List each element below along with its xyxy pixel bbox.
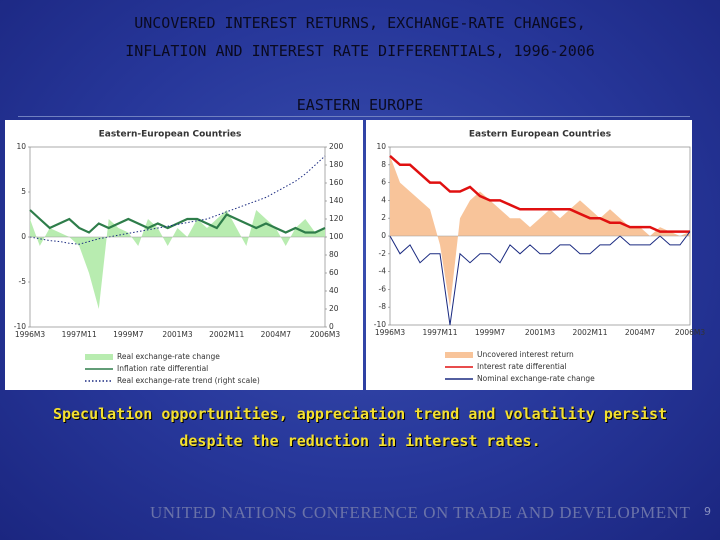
area-series xyxy=(30,210,325,309)
chart-panel xyxy=(5,120,363,390)
x-tick-label: 2006M3 xyxy=(310,330,341,339)
x-tick-label: 1997M11 xyxy=(62,330,97,339)
chart-panel xyxy=(366,120,692,390)
area-series xyxy=(390,155,690,308)
line-series xyxy=(29,155,326,245)
slide-subtitle: EASTERN EUROPE xyxy=(296,96,424,114)
legend-swatch xyxy=(85,354,113,360)
x-tick-label: 2004M7 xyxy=(625,328,656,337)
y2-tick-label: 0 xyxy=(329,322,334,331)
y-tick-label: -10 xyxy=(14,322,26,331)
caption: despite the reduction in interest rates. xyxy=(179,432,541,450)
y2-tick-label: 100 xyxy=(329,232,344,241)
y-tick-label: 10 xyxy=(16,142,26,151)
x-tick-label: 1996M3 xyxy=(375,328,406,337)
rule xyxy=(18,116,690,117)
y-tick-label: 0 xyxy=(381,231,386,240)
x-tick-label: 1999M7 xyxy=(113,330,144,339)
legend-label: Inflation rate differential xyxy=(117,364,208,373)
x-tick-label: 2002M11 xyxy=(572,328,607,337)
y2-tick-label: 80 xyxy=(329,250,339,259)
y-tick-label: -8 xyxy=(379,302,387,311)
legend-label: Real exchange-rate trend (right scale) xyxy=(117,376,260,385)
x-tick-label: 2001M3 xyxy=(162,330,193,339)
x-tick-label: 2006M3 xyxy=(675,328,706,337)
y2-tick-label: 140 xyxy=(329,196,344,205)
line-series xyxy=(389,154,690,233)
y-tick-label: 10 xyxy=(376,142,386,151)
y-tick-label: -2 xyxy=(379,249,387,258)
x-tick-label: 2004M7 xyxy=(261,330,292,339)
y2-tick-label: 60 xyxy=(329,268,339,277)
y-tick-label: -10 xyxy=(374,320,386,329)
y-tick-label: 0 xyxy=(21,232,26,241)
slide-title: UNCOVERED INTEREST RETURNS, EXCHANGE-RAT… xyxy=(134,14,586,32)
y2-tick-label: 120 xyxy=(329,214,344,223)
legend-label: Interest rate differential xyxy=(477,362,567,371)
line-series xyxy=(29,209,326,234)
x-tick-label: 1999M7 xyxy=(475,328,506,337)
legend-label: Uncovered interest return xyxy=(477,350,574,359)
y-tick-label: 5 xyxy=(21,187,26,196)
x-tick-label: 1997M11 xyxy=(422,328,457,337)
y-tick-label: 8 xyxy=(381,160,386,169)
y2-tick-label: 180 xyxy=(329,160,344,169)
chart-title: Eastern European Countries xyxy=(469,130,611,140)
y2-tick-label: 200 xyxy=(329,142,344,151)
legend-swatch xyxy=(445,352,473,358)
y-tick-label: -4 xyxy=(379,267,387,276)
y2-tick-label: 40 xyxy=(329,286,339,295)
y-tick-label: -5 xyxy=(19,277,27,286)
y-tick-label: 2 xyxy=(381,213,386,222)
slide-title: INFLATION AND INTEREST RATE DIFFERENTIAL… xyxy=(125,42,595,60)
y2-tick-label: 20 xyxy=(329,304,339,313)
y-tick-label: -6 xyxy=(379,284,387,293)
x-tick-label: 1996M3 xyxy=(15,330,46,339)
footer: UNITED NATIONS CONFERENCE ON TRADE AND D… xyxy=(150,503,691,522)
page-number: 9 xyxy=(704,505,711,518)
chart-title: Eastern-European Countries xyxy=(99,130,242,140)
y2-tick-label: 160 xyxy=(329,178,344,187)
line-series xyxy=(389,231,691,326)
x-tick-label: 2001M3 xyxy=(525,328,556,337)
y-tick-label: 4 xyxy=(381,195,386,204)
legend-label: Real exchange-rate change xyxy=(117,352,220,361)
legend-label: Nominal exchange-rate change xyxy=(477,374,595,383)
y-tick-label: 6 xyxy=(381,178,386,187)
x-tick-label: 2002M11 xyxy=(209,330,244,339)
caption: Speculation opportunities, appreciation … xyxy=(52,405,668,423)
